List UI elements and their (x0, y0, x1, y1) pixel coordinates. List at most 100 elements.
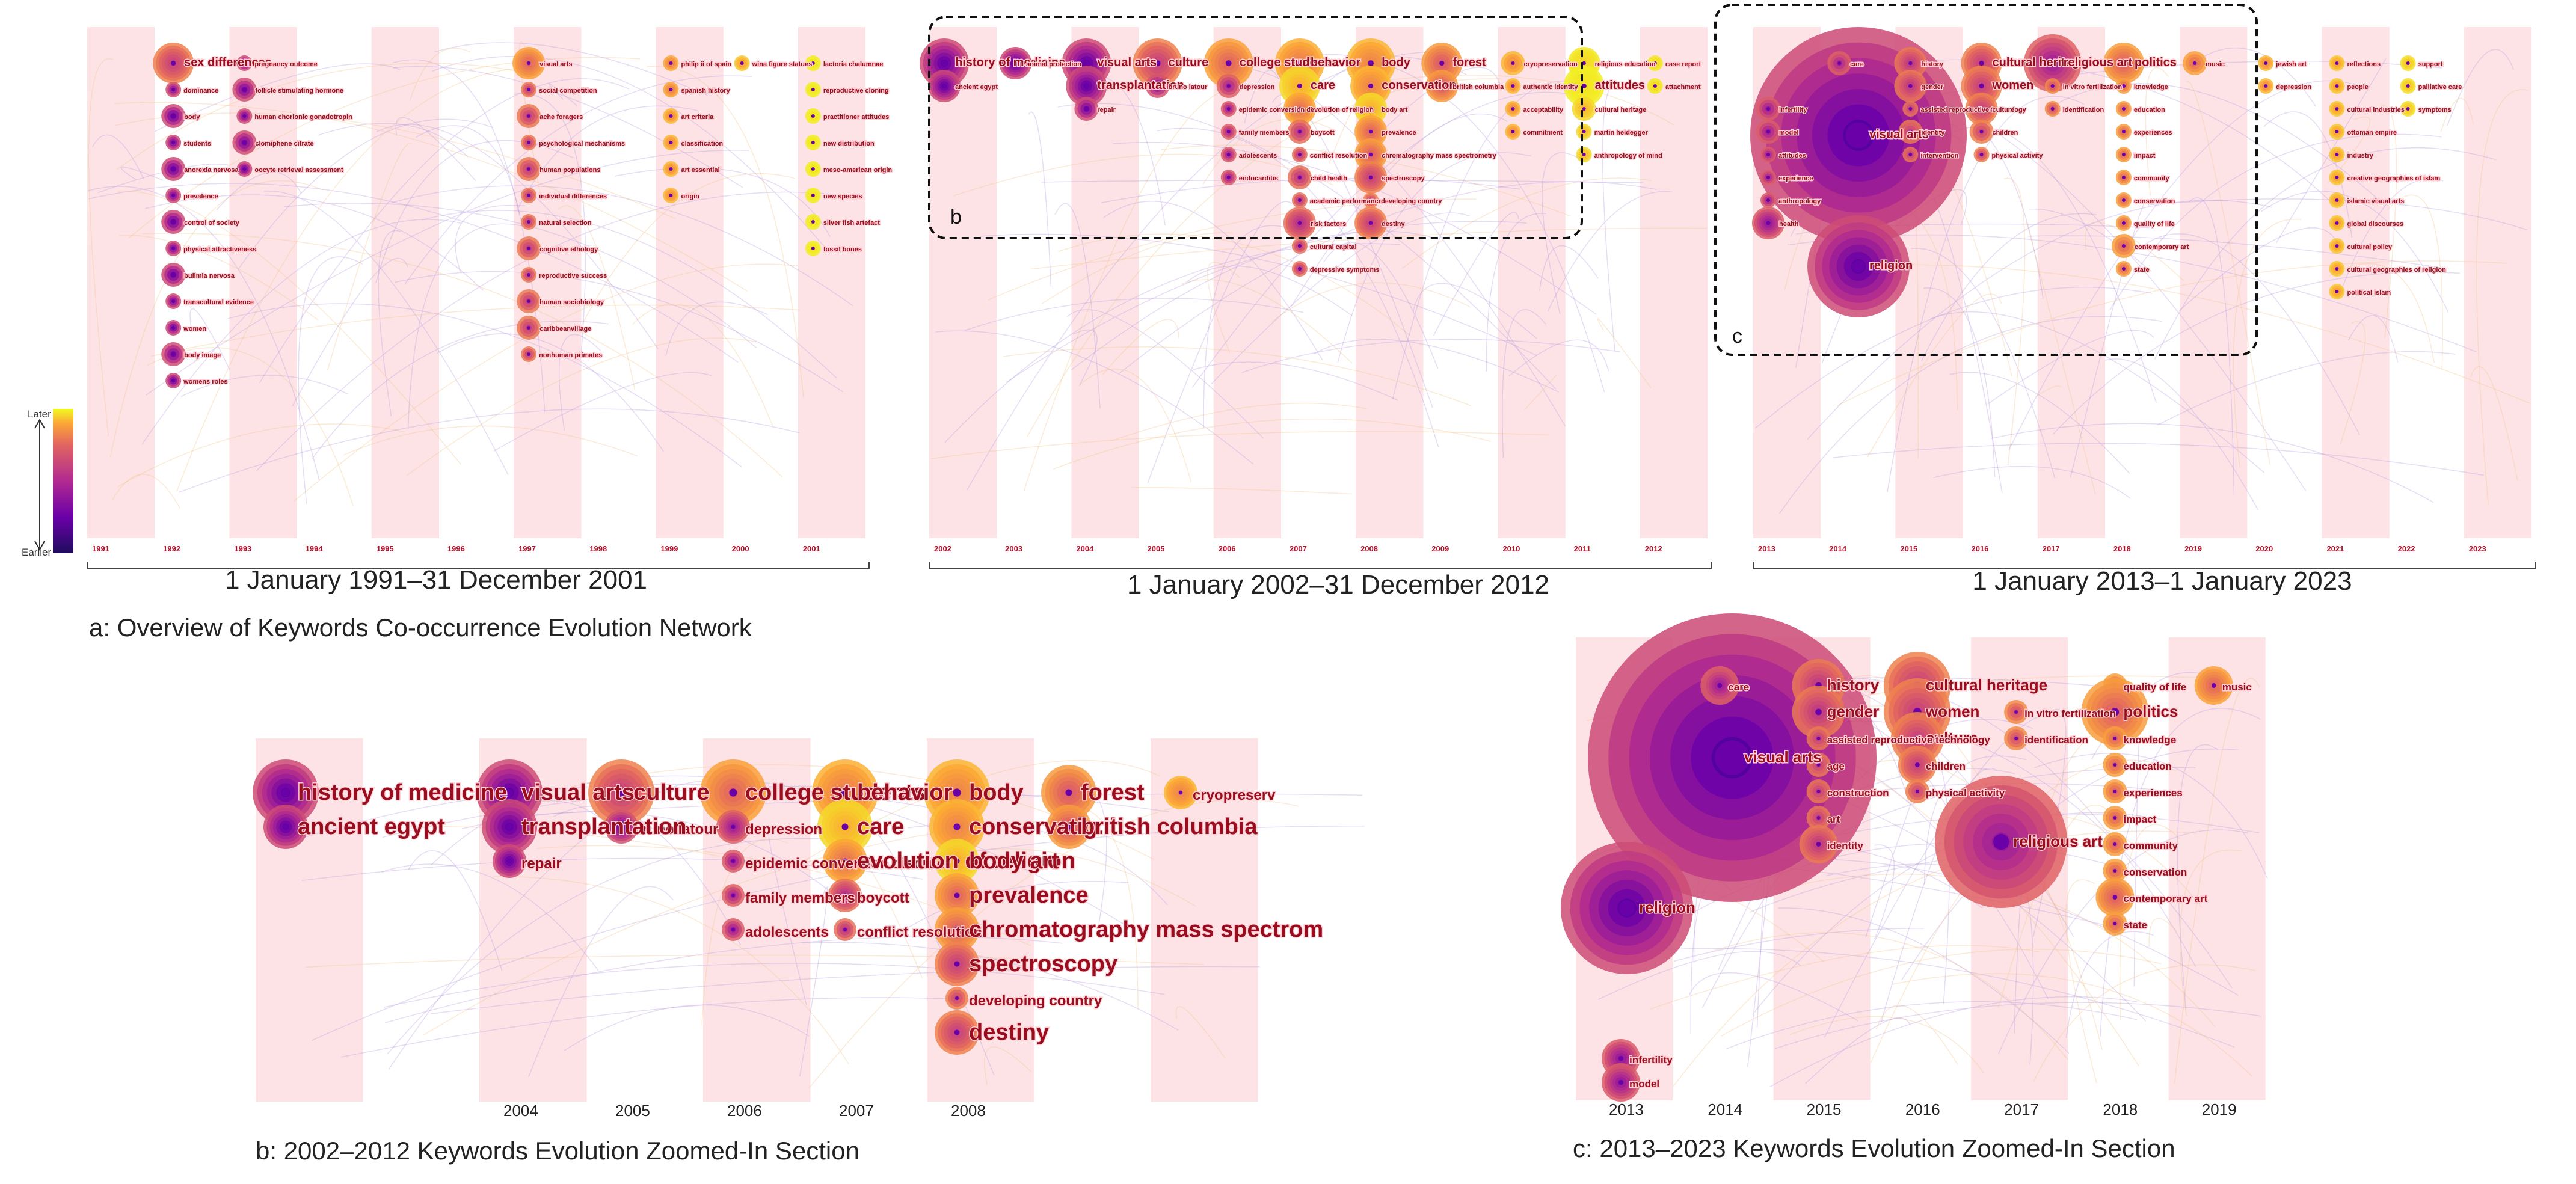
keyword-node-bruno-latour[interactable] (604, 810, 638, 844)
keyword-node-silver-fish-artefact[interactable] (805, 214, 821, 230)
keyword-node-classification[interactable] (663, 135, 679, 150)
keyword-node-attitudes[interactable] (1760, 147, 1776, 162)
keyword-node-follicle-stimulating-hormone[interactable] (232, 78, 257, 102)
keyword-node-conservation[interactable] (2115, 192, 2132, 208)
keyword-node-reproductive-cloning[interactable] (805, 82, 821, 97)
keyword-node-history-of-medicine[interactable] (253, 759, 319, 826)
keyword-node-identity[interactable] (1898, 120, 1923, 144)
keyword-node-contemporary-art[interactable] (2095, 878, 2135, 916)
keyword-node-music[interactable] (2183, 51, 2207, 75)
keyword-node-new-distribution[interactable] (805, 135, 821, 150)
keyword-node-body-art[interactable] (1354, 93, 1388, 125)
keyword-node-experience[interactable] (1760, 170, 1776, 185)
keyword-node-case-report[interactable] (1647, 55, 1663, 71)
keyword-node-dominance[interactable] (165, 82, 182, 97)
keyword-node-infertility[interactable] (1756, 97, 1780, 121)
keyword-node-womens-roles[interactable] (165, 373, 182, 388)
keyword-node-spectroscopy[interactable] (935, 942, 979, 986)
keyword-node-cultural-geographies-of-religion[interactable] (2329, 261, 2345, 277)
keyword-node-depression[interactable] (2258, 78, 2274, 94)
keyword-node-knowledge[interactable] (2115, 78, 2132, 94)
keyword-node-social-competition[interactable] (521, 82, 537, 97)
keyword-node-academic-performance[interactable] (1291, 192, 1308, 208)
keyword-node-adolescents[interactable] (1220, 147, 1237, 162)
keyword-node-animal-protection[interactable] (999, 47, 1032, 79)
keyword-node-college-students[interactable] (700, 759, 766, 826)
keyword-node-caribbeanvillage[interactable] (517, 316, 541, 340)
keyword-node-intervention[interactable] (1902, 147, 1919, 162)
keyword-node-spectroscopy[interactable] (1354, 161, 1388, 194)
keyword-node-spanish-history[interactable] (663, 82, 679, 97)
inset-frame-c[interactable] (1714, 4, 2258, 356)
keyword-node-art-criteria[interactable] (663, 108, 679, 124)
keyword-node-gender[interactable] (1792, 686, 1845, 738)
keyword-node-cryopreserv[interactable] (1164, 776, 1197, 809)
keyword-node-care[interactable] (1700, 666, 1739, 705)
keyword-node-creative-geographies-of-islam[interactable] (2329, 170, 2345, 185)
keyword-node-human-sociobiology[interactable] (517, 289, 541, 313)
keyword-node-religious-art[interactable] (1935, 776, 2068, 908)
keyword-node-repair[interactable] (1074, 97, 1099, 121)
keyword-node-repair[interactable] (493, 844, 526, 878)
keyword-node-impact[interactable] (2103, 806, 2127, 830)
keyword-node-state[interactable] (2103, 912, 2127, 936)
keyword-node-conflict-resolution[interactable] (834, 918, 856, 941)
keyword-node-martin-heidegger[interactable] (1576, 124, 1592, 140)
keyword-node-fossil-bones[interactable] (805, 241, 821, 256)
keyword-node-chromatography-mass-spectrometry[interactable] (1354, 138, 1388, 171)
keyword-node-ancient-egypt[interactable] (928, 70, 961, 102)
keyword-node-forest[interactable] (1041, 765, 1096, 820)
keyword-node-women[interactable] (165, 320, 182, 336)
keyword-node-health[interactable] (1752, 207, 1784, 239)
keyword-node-identification[interactable] (2004, 726, 2029, 750)
keyword-node-quality-of-life[interactable] (2115, 215, 2132, 231)
keyword-node-children[interactable] (1969, 120, 1994, 144)
keyword-node-cultural-industries[interactable] (2329, 101, 2345, 117)
keyword-node-bulimia-nervosa[interactable] (161, 263, 186, 287)
keyword-node-reflections[interactable] (2329, 55, 2345, 71)
keyword-node-reproductive-success[interactable] (521, 267, 537, 283)
keyword-node-anorexia-nervosa[interactable] (161, 157, 186, 181)
keyword-node-adolescents[interactable] (722, 918, 745, 941)
keyword-node-human-populations[interactable] (517, 157, 541, 181)
keyword-node-age[interactable] (1806, 753, 1831, 777)
keyword-node-acceptability[interactable] (1505, 101, 1521, 117)
keyword-node-art[interactable] (1806, 806, 1831, 830)
keyword-node-developing-country[interactable] (1363, 192, 1379, 208)
keyword-node-risk-factors[interactable] (1283, 207, 1316, 239)
keyword-node-knowledge[interactable] (2103, 726, 2127, 750)
keyword-node-assisted-reproductive-technology[interactable] (1902, 101, 1919, 117)
keyword-node-psychological-mechanisms[interactable] (521, 135, 537, 150)
keyword-node-conflict-resolution[interactable] (1291, 147, 1308, 162)
keyword-node-individual-differences[interactable] (521, 188, 537, 203)
keyword-node-prevalence[interactable] (935, 873, 979, 918)
keyword-node-care[interactable] (817, 799, 873, 854)
keyword-node-epidemic-conversion-disorder[interactable] (722, 850, 745, 873)
keyword-node-evolution-of-religion[interactable] (823, 839, 867, 883)
keyword-node-cultural-heritage[interactable] (1572, 97, 1596, 121)
keyword-node-art-essential[interactable] (663, 161, 679, 177)
keyword-node-ottoman-empire[interactable] (2329, 124, 2345, 140)
keyword-node-political-islam[interactable] (2329, 284, 2345, 299)
keyword-node-students[interactable] (165, 135, 182, 150)
keyword-node-college-students[interactable] (1203, 38, 1253, 88)
keyword-node-contemporary-art[interactable] (2111, 234, 2136, 258)
keyword-node-politics[interactable] (2081, 678, 2149, 746)
keyword-node-boycott[interactable] (1287, 120, 1312, 144)
keyword-node-model[interactable] (1756, 120, 1780, 144)
keyword-node-origin[interactable] (663, 188, 679, 203)
keyword-node-conservation[interactable] (1350, 66, 1392, 106)
keyword-node-care[interactable] (1827, 51, 1852, 75)
keyword-node-ancient-egypt[interactable] (263, 805, 308, 849)
keyword-node-boycott[interactable] (828, 879, 862, 912)
keyword-node-women[interactable] (1961, 66, 2002, 106)
keyword-node-destiny[interactable] (1354, 207, 1388, 239)
keyword-node-construction[interactable] (1806, 779, 1831, 803)
keyword-node-experiences[interactable] (2115, 124, 2132, 140)
keyword-node-new-species[interactable] (805, 188, 821, 203)
keyword-node-impact[interactable] (2115, 147, 2132, 162)
keyword-node-islamic-visual-arts[interactable] (2329, 192, 2345, 208)
keyword-node-sex-differences[interactable] (153, 43, 194, 84)
keyword-node-practitioner-attitudes[interactable] (805, 108, 821, 124)
keyword-node-children[interactable] (1898, 746, 1937, 784)
